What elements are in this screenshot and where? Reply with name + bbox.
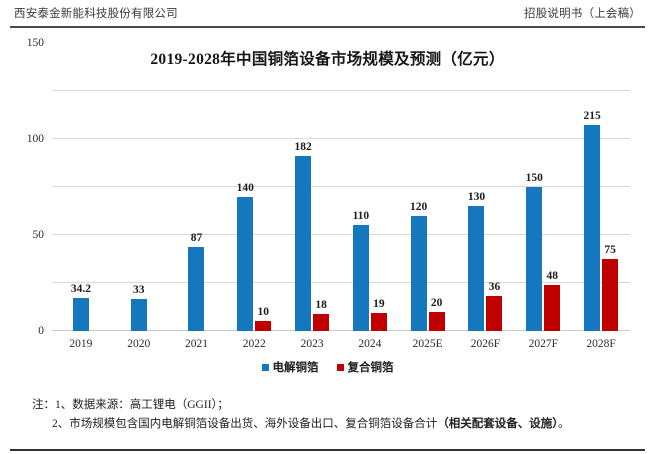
chart-legend: 电解铜箔 复合铜箔 xyxy=(0,359,655,375)
legend-item-composite[interactable]: 复合铜箔 xyxy=(336,359,394,375)
bar-composite[interactable]: 20 xyxy=(428,297,445,331)
gridline: 200 xyxy=(52,138,630,139)
bar-group: 130 36 2026F xyxy=(457,91,515,350)
bar-composite[interactable]: 48 xyxy=(544,270,561,331)
header-divider xyxy=(10,26,645,28)
bar-composite[interactable]: 18 xyxy=(313,299,330,331)
bar-value-label: 34.2 xyxy=(70,283,91,296)
bar-value-label: 87 xyxy=(190,232,203,245)
bar-value-label: 10 xyxy=(257,306,270,319)
bar-group-bars: 130 36 xyxy=(457,91,515,331)
y-axis-tick-label: 100 xyxy=(26,133,44,145)
x-axis-tick-label: 2026F xyxy=(470,338,501,350)
chart-container: 2019-2028年中国铜箔设备市场规模及预测（亿元） 250200150100… xyxy=(0,34,655,389)
bar-group-bars: 110 19 xyxy=(341,91,399,331)
bar-value-label: 19 xyxy=(373,297,385,310)
bar-value-label: 33 xyxy=(132,284,145,297)
bar-group-bars: 182 18 xyxy=(283,91,341,331)
plot-area: 250200150100500 34.220193320208720211401… xyxy=(27,37,630,350)
legend-swatch-icon xyxy=(261,363,269,371)
bar-electrolytic[interactable]: 150 xyxy=(526,172,543,331)
bar-value-label: 36 xyxy=(488,281,501,294)
bar-value-label: 215 xyxy=(583,109,601,122)
bar-composite[interactable]: 75 xyxy=(602,244,619,331)
bar-electrolytic[interactable]: 215 xyxy=(583,110,601,331)
bar-group: 110 19 2024 xyxy=(341,91,399,350)
bar-group: 140 10 2022 xyxy=(225,91,283,350)
x-axis-tick-label: 2022 xyxy=(242,338,266,350)
footer-divider xyxy=(10,449,645,451)
bar-group-bars: 87 xyxy=(168,91,226,331)
bar-value-label: 182 xyxy=(294,141,312,154)
x-axis-tick-label: 2024 xyxy=(358,338,382,350)
bar-value-label: 20 xyxy=(430,296,443,309)
footnotes: 注：1、数据来源：高工锂电（GGII）； 2、市场规模包含国内电解铜箔设备出货、… xyxy=(0,396,655,434)
bar-group-bars: 150 48 xyxy=(514,91,572,331)
bar-value-label: 18 xyxy=(315,298,327,311)
bar-value-label: 120 xyxy=(410,200,428,213)
legend-swatch-icon xyxy=(336,363,344,371)
bar-electrolytic[interactable]: 120 xyxy=(410,201,427,331)
footnote-2-tail: 。 xyxy=(558,418,570,430)
bar-group: 182 18 2023 xyxy=(283,91,341,350)
legend-label: 电解铜箔 xyxy=(272,362,319,374)
bar-electrolytic[interactable]: 140 xyxy=(237,182,254,331)
bar-electrolytic[interactable]: 87 xyxy=(188,232,205,331)
x-axis-tick-label: 2028F xyxy=(586,338,616,350)
bar-value-label: 48 xyxy=(546,269,559,282)
bar-columns: 34.2 2019 33 2020 87 2021 140 10 2022 182 18 2023 11… xyxy=(52,91,630,350)
x-axis-tick-label: 2021 xyxy=(184,338,208,350)
gridline: 250 xyxy=(52,90,630,91)
bar-composite[interactable]: 10 xyxy=(255,306,272,331)
gridline: 50 xyxy=(33,229,630,283)
bar-group: 150 48 2027F xyxy=(514,91,572,350)
bar-electrolytic[interactable]: 130 xyxy=(468,191,485,331)
x-axis-tick-label: 2020 xyxy=(127,338,151,350)
bar-electrolytic[interactable]: 110 xyxy=(353,210,369,331)
x-axis-tick-label: 2025E xyxy=(412,338,443,350)
page-header: 西安泰金新能科技股份有限公司 招股说明书（上会稿） xyxy=(0,0,655,26)
footnote-2-text: 2、市场规模包含国内电解铜箔设备出货、海外设备出口、复合铜箔设备合计 xyxy=(52,418,438,430)
bar-value-label: 140 xyxy=(236,181,254,194)
bar-group: 34.2 2019 xyxy=(52,91,110,350)
y-axis-tick-label: 50 xyxy=(32,229,45,241)
legend-label: 复合铜箔 xyxy=(347,362,394,374)
footnote-2: 2、市场规模包含国内电解铜箔设备出货、海外设备出口、复合铜箔设备合计（相关配套设… xyxy=(0,415,655,434)
bar-group-bars: 33 xyxy=(110,91,168,331)
bar-group-bars: 34.2 xyxy=(52,91,110,331)
x-axis-tick-label: 2023 xyxy=(300,338,324,350)
legend-item-electrolytic[interactable]: 电解铜箔 xyxy=(261,359,319,375)
bar-electrolytic[interactable]: 182 xyxy=(294,141,312,331)
bar-value-label: 150 xyxy=(525,172,543,184)
y-axis-tick-label: 0 xyxy=(38,325,44,337)
document-type: 招股说明书（上会稿） xyxy=(524,8,641,20)
bar-composite[interactable]: 19 xyxy=(370,298,387,331)
bar-group: 87 2021 xyxy=(168,91,226,350)
bar-electrolytic[interactable]: 33 xyxy=(130,284,147,331)
x-axis-tick-label: 2019 xyxy=(69,338,93,350)
bar-group-bars: 215 75 xyxy=(572,91,630,331)
bar-group: 120 20 2025E xyxy=(399,91,457,350)
gridline: 150 xyxy=(27,37,630,187)
bar-value-label: 75 xyxy=(604,244,616,256)
bar-value-label: 130 xyxy=(467,191,486,204)
footnote-2-emphasis: （相关配套设备、设施） xyxy=(437,418,558,430)
bar-composite[interactable]: 36 xyxy=(486,281,503,331)
gridline: 100 xyxy=(27,133,630,235)
company-name: 西安泰金新能科技股份有限公司 xyxy=(14,8,178,20)
bar-group-bars: 120 20 xyxy=(399,91,457,331)
y-axis-tick-label: 150 xyxy=(26,37,44,49)
chart-title: 2019-2028年中国铜箔设备市场规模及预测（亿元） xyxy=(150,51,505,68)
bar-value-label: 110 xyxy=(352,210,370,223)
x-axis-tick-label: 2027F xyxy=(528,338,558,350)
bar-electrolytic[interactable]: 34.2 xyxy=(71,283,91,331)
axis-baseline xyxy=(52,330,630,331)
bar-group: 215 75 2028F xyxy=(572,91,630,350)
bar-group: 33 2020 xyxy=(110,91,168,350)
bar-group-bars: 140 10 xyxy=(225,91,283,331)
footnote-1: 注：1、数据来源：高工锂电（GGII）； xyxy=(32,399,229,411)
